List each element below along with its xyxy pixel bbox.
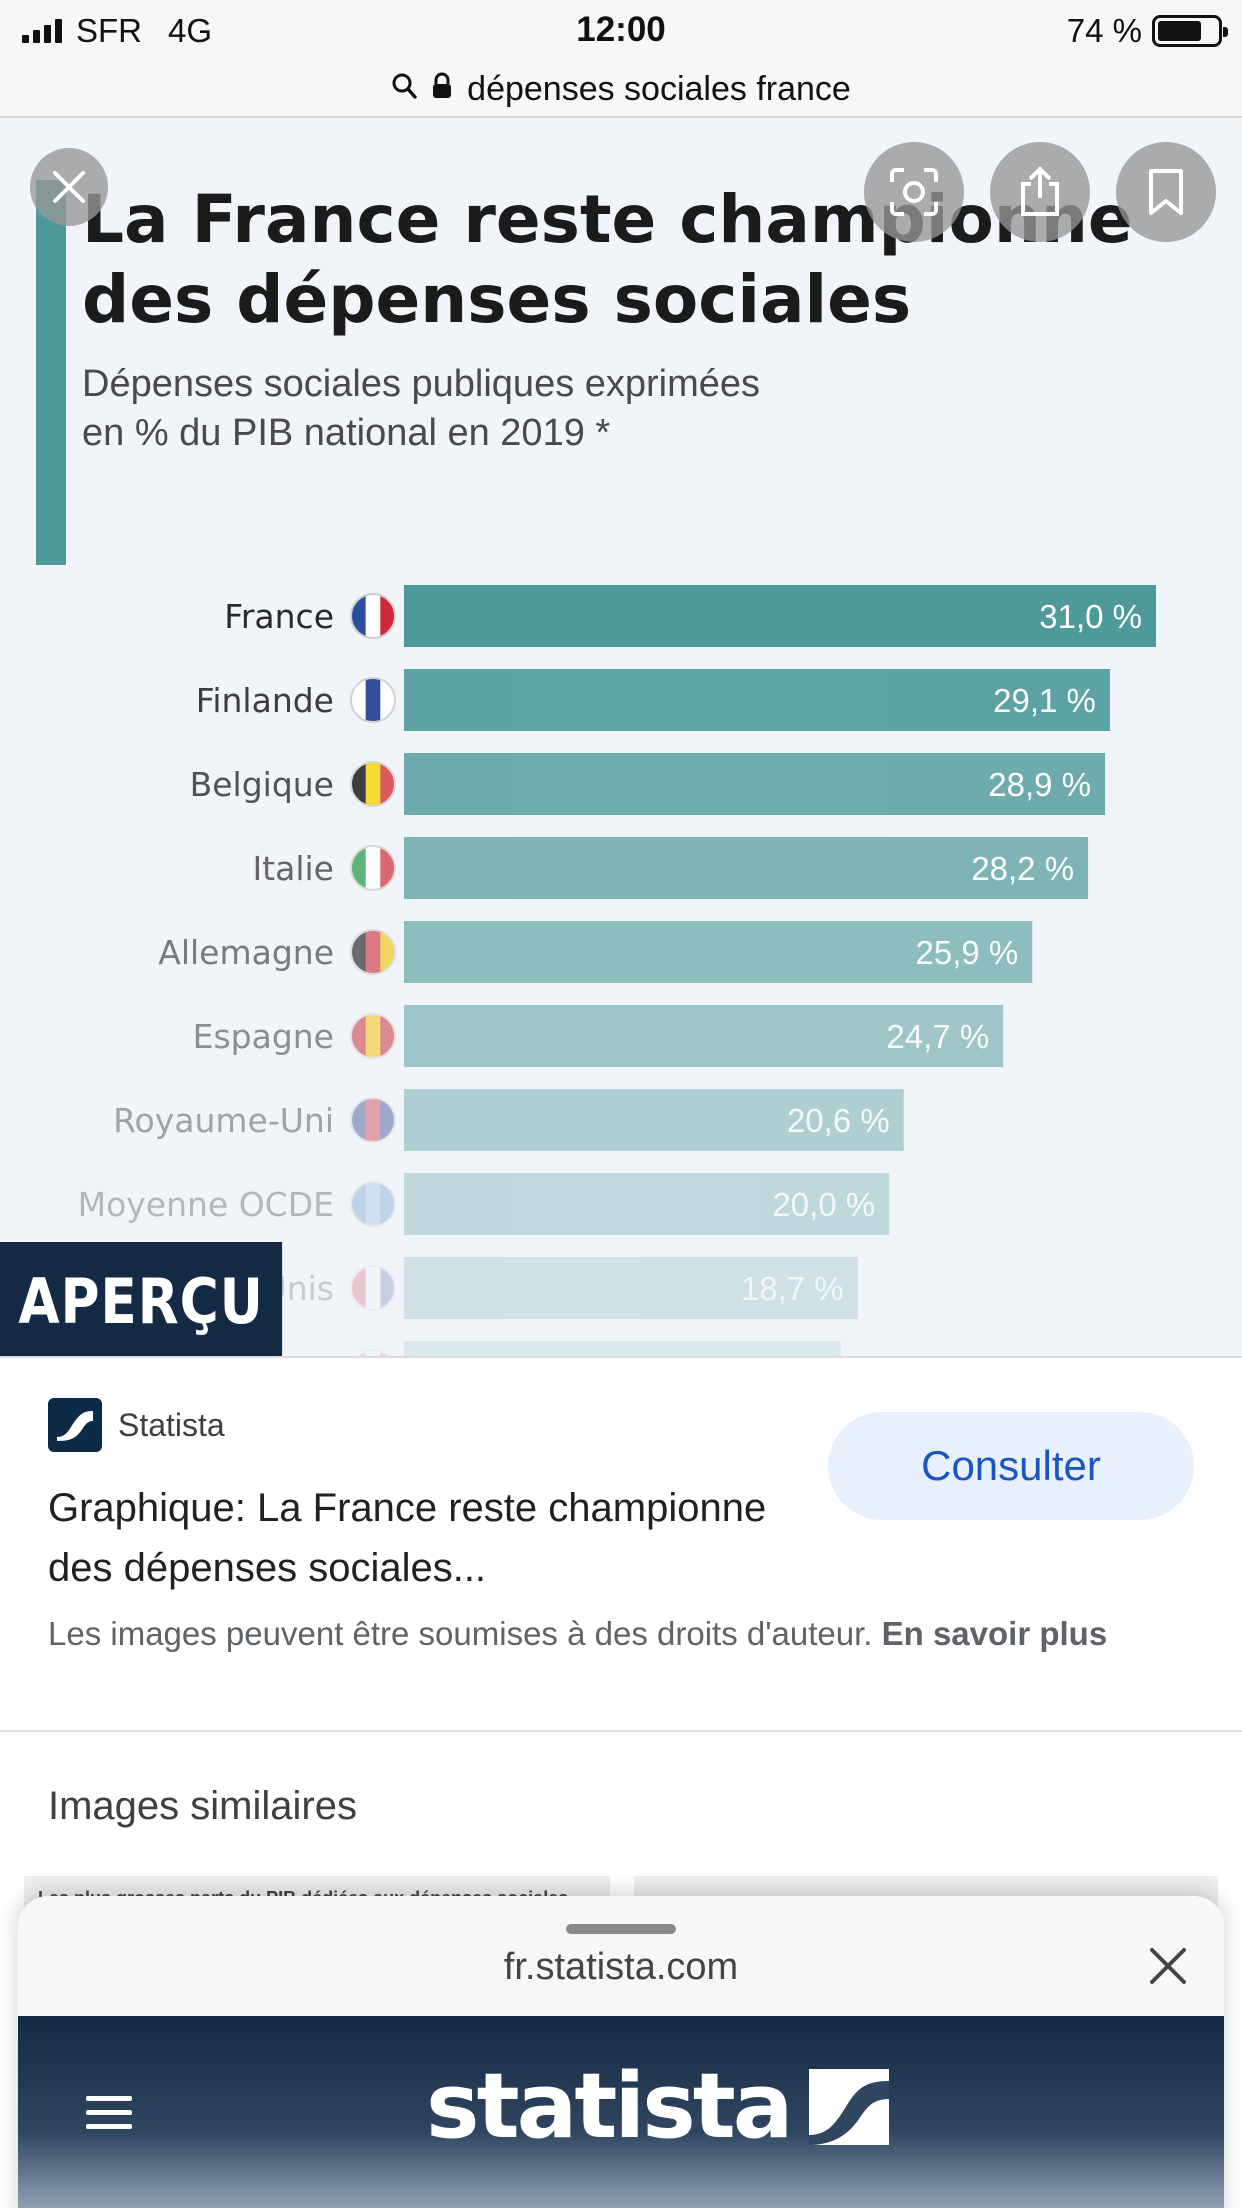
chart-value-label: 28,9 %	[988, 766, 1091, 803]
sheet-close-button[interactable]	[1144, 1942, 1192, 1990]
flag-icon	[350, 1013, 396, 1059]
flag-icon	[350, 1265, 396, 1311]
result-info: Statista Graphique: La France reste cham…	[0, 1360, 1242, 1730]
chart-row: 31,0 % France	[224, 585, 1156, 647]
statista-logo-icon	[48, 1398, 102, 1452]
status-left: SFR 4G	[22, 12, 212, 50]
flag-icon	[350, 1097, 396, 1143]
flag-icon	[350, 929, 396, 975]
sheet-domain: fr.statista.com	[503, 1946, 739, 1988]
chart-value-label: 20,6 %	[787, 1102, 890, 1139]
statista-site-header: statista	[18, 2016, 1224, 2208]
carrier-name: SFR	[76, 12, 142, 49]
close-icon	[1150, 1948, 1186, 1984]
chart-row: 29,1 % Finlande	[196, 669, 1110, 731]
section-divider	[0, 1730, 1242, 1732]
flag-icon	[350, 593, 396, 639]
chart-value-label: 24,7 %	[886, 1018, 989, 1055]
image-preview[interactable]: La France reste championne des dépenses …	[0, 118, 1242, 1358]
chart-bar	[404, 837, 1089, 899]
chart-row: 25,9 % Allemagne	[158, 921, 1033, 983]
flag-icon	[350, 845, 396, 891]
hamburger-menu-icon[interactable]	[86, 2096, 132, 2138]
network-type: 4G	[168, 12, 213, 49]
chart-bar	[404, 1089, 904, 1151]
chart-category-label: France	[224, 597, 334, 636]
apercu-label: APERÇU	[18, 1264, 264, 1338]
chart-row: 18,0 %	[351, 1341, 841, 1358]
chart-row: 20,0 % Moyenne OCDE	[78, 1173, 890, 1235]
signal-icon	[22, 19, 62, 43]
similar-images-title: Images similaires	[48, 1784, 357, 1828]
chart-subtitle: Dépenses sociales publiques exprimées en…	[82, 360, 1082, 458]
chart-value-label: 29,1 %	[993, 682, 1096, 719]
chart-row: 20,6 % Royaume-Uni	[113, 1089, 904, 1151]
copyright-text: Les images peuvent être soumises à des d…	[48, 1615, 873, 1652]
battery-percent: 74 %	[1066, 12, 1142, 49]
chart-bar	[404, 585, 1156, 647]
flag-icon	[350, 677, 396, 723]
chart-bar	[404, 1341, 841, 1356]
chart-category-label: Belgique	[190, 765, 334, 804]
lens-button[interactable]	[864, 142, 964, 242]
chart-subtitle-line2: en % du PIB national en 2019 *	[82, 412, 611, 454]
bookmark-button[interactable]	[1116, 142, 1216, 242]
chart-category-label: Royaume-Uni	[113, 1101, 334, 1140]
status-time: 12:00	[576, 10, 666, 49]
battery-icon	[1152, 15, 1228, 47]
chart-title-line2: des dépenses sociales	[82, 261, 912, 338]
copyright-notice: Les images peuvent être soumises à des d…	[48, 1610, 1198, 1658]
chart-category-label: Finlande	[196, 681, 334, 720]
share-button[interactable]	[990, 142, 1090, 242]
consult-button[interactable]: Consulter	[828, 1412, 1194, 1520]
chart-category-label: Italie	[252, 849, 334, 888]
apercu-badge: APERÇU	[0, 1242, 283, 1356]
status-right: 74 %	[1066, 12, 1228, 50]
chart-row: 28,9 % Belgique	[190, 753, 1106, 815]
chart-accent-bar	[36, 180, 66, 565]
source-name: Statista	[118, 1406, 225, 1443]
status-bar: SFR 4G 12:00 74 %	[0, 0, 1242, 62]
chart-value-label: 20,0 %	[772, 1186, 875, 1223]
url-bar[interactable]: dépenses sociales france	[0, 62, 1242, 118]
chart-value-label: 28,2 %	[971, 850, 1074, 887]
chart-subtitle-line1: Dépenses sociales publiques exprimées	[82, 363, 761, 405]
flag-icon	[351, 1349, 395, 1356]
statista-logo[interactable]: statista	[426, 2054, 889, 2159]
flag-icon	[350, 761, 396, 807]
sheet-handle[interactable]	[566, 1924, 676, 1934]
battery-fill	[1158, 21, 1201, 41]
chart-value-label: 31,0 %	[1039, 598, 1142, 635]
lock-icon	[431, 70, 453, 109]
bookmark-icon	[1149, 169, 1183, 215]
chart-row: 24,7 % Espagne	[193, 1005, 1004, 1067]
chart-value-label: 25,9 %	[916, 934, 1019, 971]
chart-bar	[404, 1005, 1004, 1067]
search-query: dépenses sociales france	[467, 69, 851, 108]
share-icon	[1021, 166, 1059, 216]
chart-bar	[404, 921, 1033, 983]
result-title[interactable]: Graphique: La France reste championne de…	[48, 1486, 767, 1590]
chart-category-label: Allemagne	[158, 933, 334, 972]
source-row[interactable]: Statista	[48, 1398, 225, 1452]
bottom-sheet[interactable]: fr.statista.com statista	[18, 1896, 1224, 2208]
chart-category-label: Espagne	[193, 1017, 334, 1056]
learn-more-link[interactable]: En savoir plus	[881, 1615, 1108, 1652]
chart-value-label: 18,0 %	[724, 1354, 827, 1358]
close-preview-button[interactable]	[30, 148, 108, 226]
bar-chart: 31,0 % France 29,1 % Finlande 28,9 % Belgique…	[78, 585, 1156, 1358]
chart-bar	[404, 669, 1110, 731]
flag-icon	[350, 1181, 396, 1227]
close-icon	[53, 171, 85, 203]
statista-wordmark: statista	[426, 2054, 794, 2159]
chart-bar	[404, 753, 1106, 815]
search-icon	[391, 70, 417, 109]
chart-row: 28,2 % Italie	[252, 837, 1089, 899]
chart-bar	[404, 1257, 858, 1319]
chart-bar	[404, 1173, 890, 1235]
chart-category-label: Moyenne OCDE	[78, 1185, 334, 1224]
lens-icon	[890, 168, 938, 216]
chart-value-label: 18,7 %	[741, 1270, 844, 1307]
statista-mark-icon	[808, 2068, 889, 2145]
